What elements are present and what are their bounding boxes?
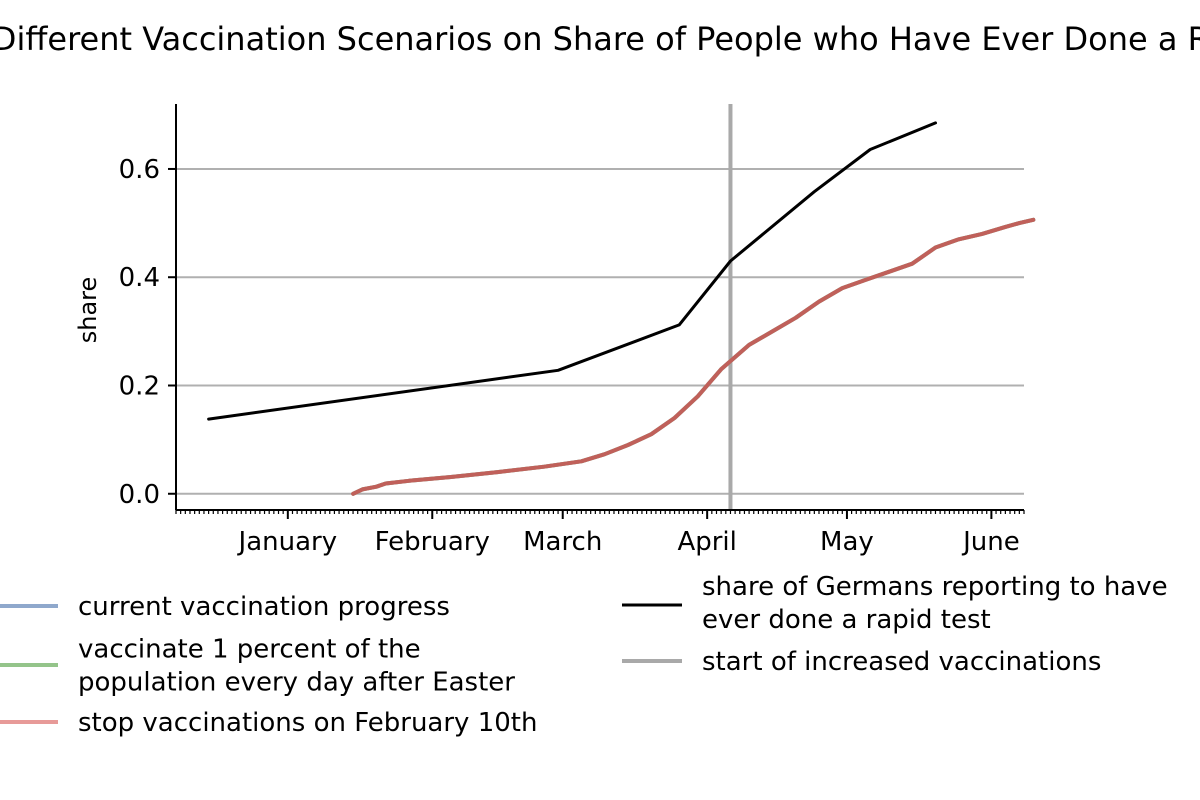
y-tick-label: 0.4 xyxy=(119,263,160,293)
y-tick-label: 0.2 xyxy=(119,371,160,401)
x-tick-label: April xyxy=(677,527,736,557)
x-tick-label: January xyxy=(237,527,338,557)
series-line-1 xyxy=(351,217,1036,496)
legend: current vaccination progress vaccinate 1 … xyxy=(0,572,1168,738)
x-tick-label: June xyxy=(961,527,1020,557)
series-line-3 xyxy=(207,121,937,421)
x-tick-label: May xyxy=(820,527,874,557)
series-line-2 xyxy=(351,217,1036,496)
legend-label-1: vaccinate 1 percent of the population eve… xyxy=(78,635,515,698)
y-tick-label: 0.0 xyxy=(119,480,160,510)
legend-label-4: start of increased vaccinations xyxy=(702,647,1101,677)
x-tick-label: March xyxy=(523,527,602,557)
series-line-0 xyxy=(351,217,1036,496)
axes: 0.0 0.2 0.4 0.6 January February March April May… xyxy=(119,104,1025,557)
x-tick-label: February xyxy=(375,527,490,557)
legend-label-3: share of Germans reporting to have ever d… xyxy=(702,572,1168,635)
legend-label-0: current vaccination progress xyxy=(78,592,450,622)
y-axis-label: share xyxy=(74,277,102,344)
grid xyxy=(176,167,1024,495)
chart-title: Effect of Different Vaccination Scenario… xyxy=(0,20,1200,58)
y-tick-label: 0.6 xyxy=(119,155,160,185)
legend-label-2: stop vaccinations on February 10th xyxy=(78,708,537,738)
series-group xyxy=(207,121,1036,496)
